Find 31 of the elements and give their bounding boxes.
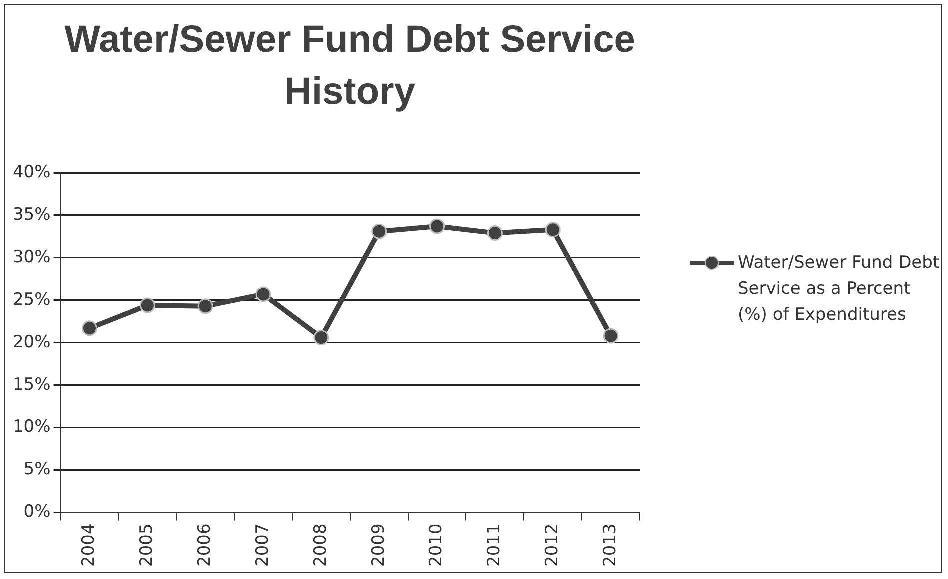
y-tick-label: 10% [12,417,51,438]
chart-title: Water/Sewer Fund Debt Service History [64,18,636,115]
x-tick-label: 2010 [426,524,447,567]
point [314,330,330,346]
x-tick-label: 2005 [137,524,158,567]
x-tick-label: 2009 [368,524,389,567]
x-tick-label: 2013 [600,524,620,567]
y-tick-label: 20% [12,332,51,352]
point [430,218,446,234]
point [487,226,503,242]
x-tick-label: 2006 [195,524,216,567]
y-tick-label: 35% [12,204,51,225]
y-tick-label: 40% [12,162,51,182]
y-tick-label: 25% [12,290,51,310]
point [545,222,561,238]
point [82,320,98,336]
point [198,298,214,314]
x-tick-label: 2007 [252,524,273,567]
point [372,224,388,240]
y-tick-label: 0% [24,502,51,522]
x-tick-label: 2008 [310,524,331,567]
legend-label: Water/Sewer Fund Debt Service as a Percent (%) of Expenditures [738,252,940,327]
x-tick-label: 2011 [484,524,505,567]
point [603,328,619,344]
point [256,286,272,302]
y-tick-label: 5% [24,460,51,480]
x-tick-label: 2012 [542,524,563,567]
y-tick-label: 30% [12,247,51,268]
x-tick-label: 2004 [79,524,100,567]
y-tick-label: 15% [12,374,51,395]
point [140,298,156,314]
